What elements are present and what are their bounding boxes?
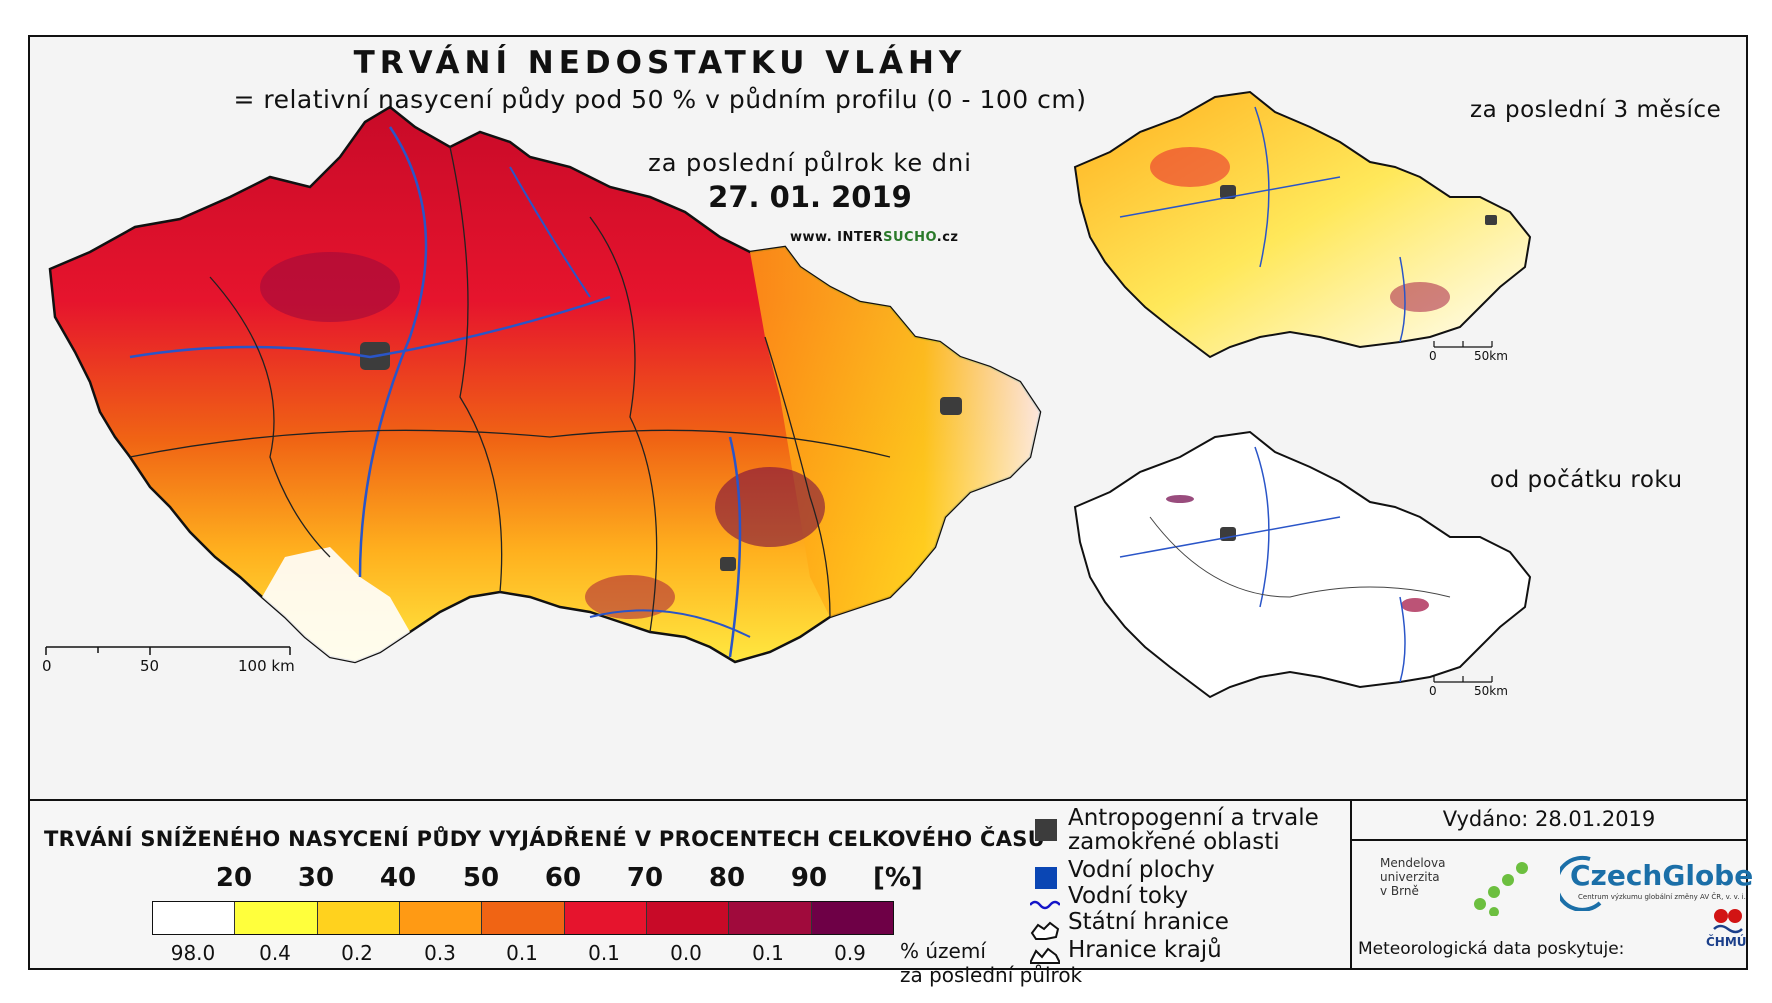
legend-percentage: 0.3: [424, 941, 456, 965]
state-border-label: Státní hranice: [1068, 909, 1229, 935]
mendel-line1: Mendelova: [1380, 856, 1446, 870]
site-suffix: .cz: [936, 230, 959, 245]
anthropogenic-label-line1: Antropogenní a trvale: [1068, 805, 1319, 831]
inset-map-3-months: [1073, 90, 1532, 359]
legend-tick: 40: [379, 863, 417, 893]
inset2-label: od počátku roku: [1490, 467, 1683, 493]
regional-border-label: Hranice krajů: [1068, 937, 1222, 963]
mendel-line2: univerzita: [1380, 870, 1440, 884]
legend-percentage: 0.2: [341, 941, 373, 965]
colorbar-segment: [564, 902, 647, 934]
chmu-logo-icon: [1713, 909, 1743, 934]
main-scale-mid: 50: [140, 657, 160, 675]
inset2-scale-zero: 0: [1429, 684, 1437, 698]
legend-percentage: 0.0: [670, 941, 702, 965]
legend-percentage: 0.1: [752, 941, 784, 965]
legend-tick: 50: [462, 863, 500, 893]
anthropogenic-swatch: [1035, 819, 1057, 841]
mendel-line3: v Brně: [1380, 884, 1419, 898]
anthropogenic-label-line2: zamokřené oblasti: [1068, 829, 1280, 855]
legend-percentage: 0.1: [506, 941, 538, 965]
symbol-legend-icons: [1030, 819, 1060, 964]
inset1-scale-end: 50km: [1474, 349, 1508, 363]
date-label: 27. 01. 2019: [708, 180, 912, 214]
legend-colorbar: [152, 901, 894, 935]
credits-divider: [1350, 801, 1352, 968]
legend-percentage: 98.0: [170, 941, 216, 965]
mendel-university-logo: Mendelova univerzita v Brně: [1380, 856, 1445, 898]
issued-date: Vydáno: 28.01.2019: [1442, 807, 1656, 831]
period-label: za poslední půlrok ke dni: [648, 149, 972, 177]
chmu-label: ČHMÚ: [1706, 935, 1747, 949]
legend-tick: 60: [544, 863, 582, 893]
czechglobe-subtitle: Centrum výzkumu globální změny AV ČR, v.…: [1578, 893, 1746, 901]
colorbar-segment: [317, 902, 400, 934]
legend-percentage: 0.4: [259, 941, 291, 965]
legend-tick: 80: [708, 863, 746, 893]
main-map: [45, 90, 1532, 699]
colorbar-segment: [729, 902, 812, 934]
colorbar-segment: [399, 902, 483, 934]
map-title: TRVÁNÍ NEDOSTATKU VLÁHY: [353, 45, 967, 81]
inset-map-year: [1073, 430, 1532, 699]
czechglobe-swoosh-icon: [1560, 855, 1602, 911]
czechglobe-logo: CzechGlobe: [1570, 859, 1754, 892]
country-shape: [48, 105, 1042, 664]
percentage-caption: % území za poslední půlrok: [900, 939, 1082, 987]
inset1-label: za poslední 3 měsíce: [1470, 97, 1722, 123]
credits-hdivider: [1352, 839, 1746, 841]
legend-title: TRVÁNÍ SNÍŽENÉHO NASYCENÍ PŮDY VYJÁDŘENÉ…: [44, 827, 1046, 851]
inset1-scale-zero: 0: [1429, 349, 1437, 363]
legend-area: TRVÁNÍ SNÍŽENÉHO NASYCENÍ PŮDY VYJÁDŘENÉ…: [30, 801, 1753, 987]
regional-border-icon: [1030, 947, 1060, 964]
map-subtitle: = relativní nasycení půdy pod 50 % v půd…: [233, 85, 1087, 114]
percentage-caption-line1: % území: [900, 939, 986, 963]
legend-tick: 70: [626, 863, 664, 893]
percentage-caption-line2: za poslední půlrok: [900, 963, 1083, 987]
water-bodies-swatch: [1035, 867, 1057, 889]
map-area: TRVÁNÍ NEDOSTATKU VLÁHY = relativní nasy…: [30, 37, 1746, 801]
water-courses-icon: [1030, 900, 1060, 910]
legend-tick: 90: [790, 863, 828, 893]
colorbar-segment: [153, 902, 236, 934]
inset2-scale-end: 50km: [1474, 684, 1508, 698]
legend-percentage: 0.1: [588, 941, 620, 965]
water-courses-label: Vodní toky: [1068, 883, 1189, 909]
main-scale-zero: 0: [42, 657, 52, 675]
legend-unit: [%]: [873, 863, 923, 893]
legend-tick: 30: [297, 863, 335, 893]
site-prefix: www. INTER: [790, 230, 884, 245]
main-scale-end: 100 km: [238, 657, 295, 675]
legend-percentage: 0.9: [834, 941, 866, 965]
main-scale-bar: [45, 646, 291, 655]
website-link[interactable]: www. INTERSUCHO.cz: [790, 230, 958, 245]
colorbar-segment: [646, 902, 730, 934]
legend-tick: 20: [215, 863, 253, 893]
colorbar-segment: [482, 902, 565, 934]
state-border-icon: [1030, 921, 1060, 940]
meteorological-data-credit: Meteorologická data poskytuje:: [1358, 939, 1625, 959]
colorbar-segment: [235, 902, 318, 934]
water-bodies-label: Vodní plochy: [1068, 857, 1215, 883]
colorbar-segment: [811, 902, 893, 934]
map-frame: TRVÁNÍ NEDOSTATKU VLÁHY = relativní nasy…: [28, 35, 1753, 987]
site-highlight: SUCHO: [883, 230, 937, 245]
mendel-dots-icon: [1474, 862, 1528, 916]
